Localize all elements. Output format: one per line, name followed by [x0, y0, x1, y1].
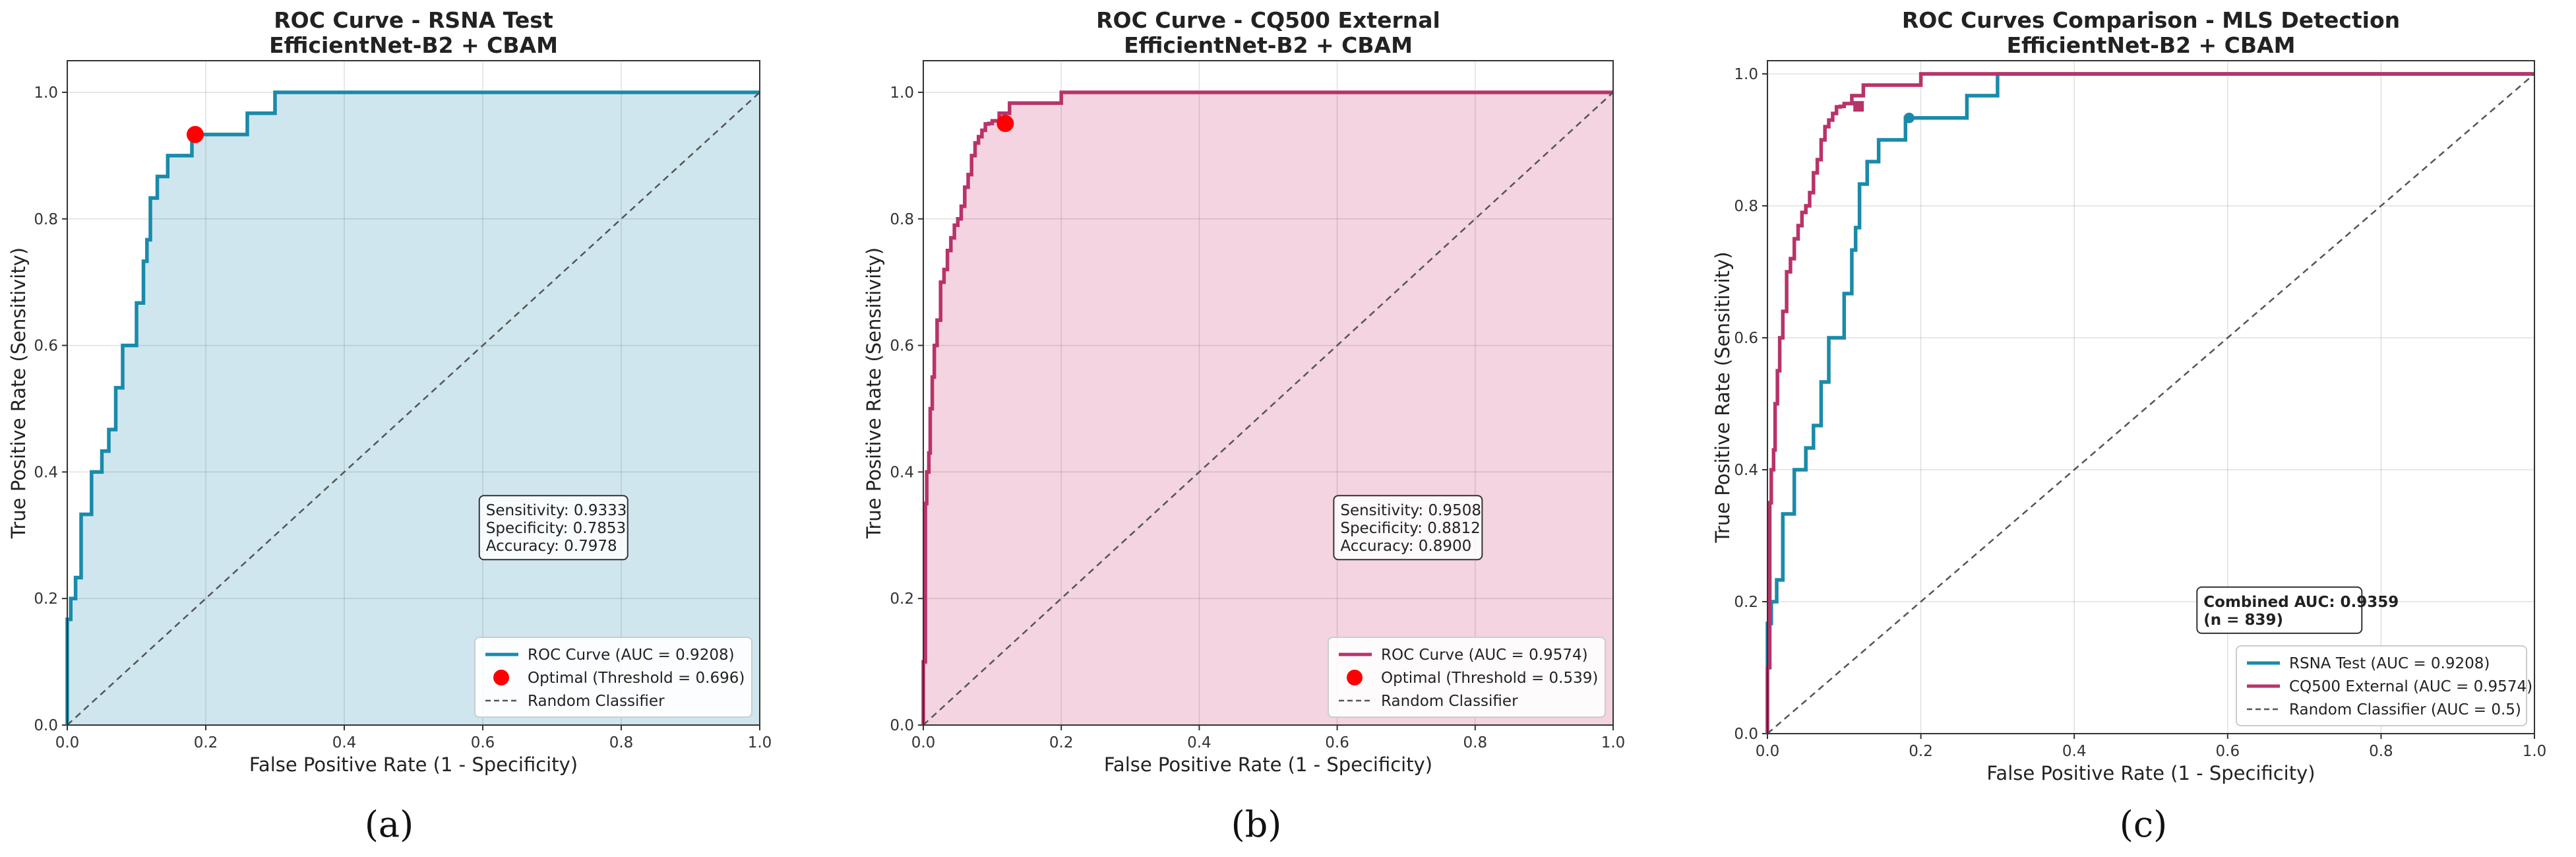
legend-entry-label: ROC Curve (AUC = 0.9208): [528, 647, 735, 664]
plot-frame: [67, 60, 760, 726]
x-tick-label: 0.6: [471, 734, 495, 751]
panel-label: (c): [2120, 804, 2167, 845]
y-tick-label: 0.0: [34, 717, 58, 734]
x-tick-label: 0.6: [2216, 743, 2240, 760]
roc-panel-2: 0.00.0 0.2 0.2 0.4 0.4 0.6 0.6 0.8 0.8 1.0 1.0 ROC …: [863, 7, 1625, 845]
roc-curve-line-1: [65, 90, 760, 725]
info-box-line: Combined AUC: 0.9359: [2203, 594, 2399, 611]
legend-box: [2236, 645, 2527, 726]
chart-title: ROC Curves Comparison - MLS Detection: [1902, 7, 2400, 33]
legend-entry-label: Random Classifier (AUC = 0.5): [2289, 701, 2521, 718]
area-fill: [67, 92, 760, 725]
optimal-marker-square: [1853, 101, 1864, 112]
legend-entry-label: CQ500 External (AUC = 0.9574): [2289, 678, 2532, 695]
x-tick-label: 0.0: [1756, 743, 1780, 760]
info-box: [478, 495, 629, 561]
roc-panel-1: 0.00.0 0.2 0.2 0.4 0.4 0.6 0.6 0.8 0.8 1.0 1.0 ROC …: [7, 7, 772, 845]
x-tick-label: 0.8: [2369, 743, 2393, 760]
plot-area: [1767, 61, 2534, 734]
chart-title: ROC Curve - RSNA Test: [274, 7, 553, 33]
chart-title: ROC Curve - CQ500 External: [1096, 7, 1440, 33]
legend-box: [1328, 637, 1606, 718]
legend-entry-label: Random Classifier: [528, 693, 665, 710]
legend-entry-label: Random Classifier: [1381, 693, 1518, 710]
info-box-line: (n = 839): [2203, 612, 2283, 629]
plot-frame: [923, 60, 1614, 726]
legend-box: [474, 637, 752, 718]
info-box-line: Sensitivity: 0.9508: [1340, 502, 1481, 519]
y-tick-label: 1.0: [1734, 66, 1758, 83]
optimal-point-marker: [186, 125, 204, 143]
roc-curve-line-2: [1765, 72, 2534, 734]
roc-panel-3: 0.00.0 0.2 0.2 0.4 0.4 0.6 0.6 0.8 0.8 1.0 1.0 ROC …: [1711, 7, 2546, 845]
legend-marker-optimal: [493, 670, 509, 685]
area-fill: [923, 92, 1613, 725]
y-tick-label: 0.8: [1734, 198, 1758, 215]
y-tick-label: 0.6: [1734, 330, 1758, 347]
optimal-point-marker: [997, 115, 1014, 133]
info-box-line: Sensitivity: 0.9333: [486, 502, 627, 519]
x-axis-label: False Positive Rate (1 - Specificity): [249, 753, 578, 776]
optimal-marker-circle: [1903, 112, 1915, 123]
x-tick-label: 0.8: [609, 734, 634, 751]
x-tick-label: 0.4: [2062, 743, 2087, 760]
x-tick-label: 0.0: [911, 734, 936, 751]
y-tick-label: 0.4: [890, 464, 914, 481]
y-axis-label: True Positive Rate (Sensitivity): [1711, 251, 1734, 543]
chart-subtitle: EfficientNet-B2 + CBAM: [269, 32, 558, 58]
legend-marker-optimal: [1347, 670, 1363, 685]
y-tick-label: 1.0: [34, 84, 58, 102]
random-classifier-line: [1767, 73, 2535, 734]
legend-entry-label: RSNA Test (AUC = 0.9208): [2289, 655, 2490, 672]
y-tick-label: 0.2: [34, 590, 58, 608]
x-tick-label: 0.2: [1049, 734, 1074, 751]
roc-curve-line-1: [921, 90, 1613, 725]
y-tick-label: 0.8: [34, 211, 58, 228]
y-tick-label: 0.8: [890, 211, 914, 228]
roc-curve-line-1: [1765, 72, 2534, 734]
y-axis-label: True Positive Rate (Sensitivity): [7, 247, 30, 539]
x-tick-label: 0.8: [1463, 734, 1488, 751]
info-box-line: Specificity: 0.8812: [1340, 520, 1480, 537]
info-box-line: Specificity: 0.7853: [486, 520, 626, 537]
random-classifier-line: [923, 92, 1614, 726]
x-tick-label: 0.0: [55, 734, 80, 751]
panel-label: (a): [365, 804, 414, 845]
plot-frame: [1767, 60, 2535, 734]
info-box: [2196, 586, 2363, 634]
x-tick-label: 1.0: [1601, 734, 1626, 751]
y-tick-label: 0.6: [34, 338, 58, 355]
y-tick-label: 0.4: [34, 464, 58, 481]
x-tick-label: 0.6: [1325, 734, 1349, 751]
legend-entry-label: Optimal (Threshold = 0.696): [528, 670, 745, 687]
chart-subtitle: EfficientNet-B2 + CBAM: [1124, 32, 1413, 58]
info-box-line: Accuracy: 0.8900: [1340, 538, 1471, 555]
info-box: [1333, 495, 1483, 561]
legend-entry-label: ROC Curve (AUC = 0.9574): [1381, 647, 1588, 664]
x-tick-label: 0.4: [1187, 734, 1211, 751]
panel-label: (b): [1231, 804, 1282, 845]
y-tick-label: 0.0: [890, 717, 914, 734]
y-tick-label: 0.4: [1734, 462, 1758, 479]
x-axis-label: False Positive Rate (1 - Specificity): [1104, 753, 1432, 776]
x-axis-label: False Positive Rate (1 - Specificity): [1986, 762, 2315, 784]
info-box-line: Accuracy: 0.7978: [486, 538, 617, 555]
y-tick-label: 0.0: [1734, 726, 1758, 743]
chart-subtitle: EfficientNet-B2 + CBAM: [2007, 32, 2296, 58]
y-tick-label: 1.0: [890, 84, 914, 102]
y-tick-label: 0.6: [890, 338, 914, 355]
x-tick-label: 0.2: [194, 734, 218, 751]
y-axis-label: True Positive Rate (Sensitivity): [863, 247, 885, 539]
legend-entry-label: Optimal (Threshold = 0.539): [1381, 670, 1598, 687]
y-tick-label: 0.2: [1734, 594, 1758, 611]
x-tick-label: 0.2: [1909, 743, 1933, 760]
x-tick-label: 0.4: [332, 734, 357, 751]
x-tick-label: 1.0: [2523, 743, 2547, 760]
y-tick-label: 0.2: [890, 590, 914, 608]
x-tick-label: 1.0: [748, 734, 772, 751]
